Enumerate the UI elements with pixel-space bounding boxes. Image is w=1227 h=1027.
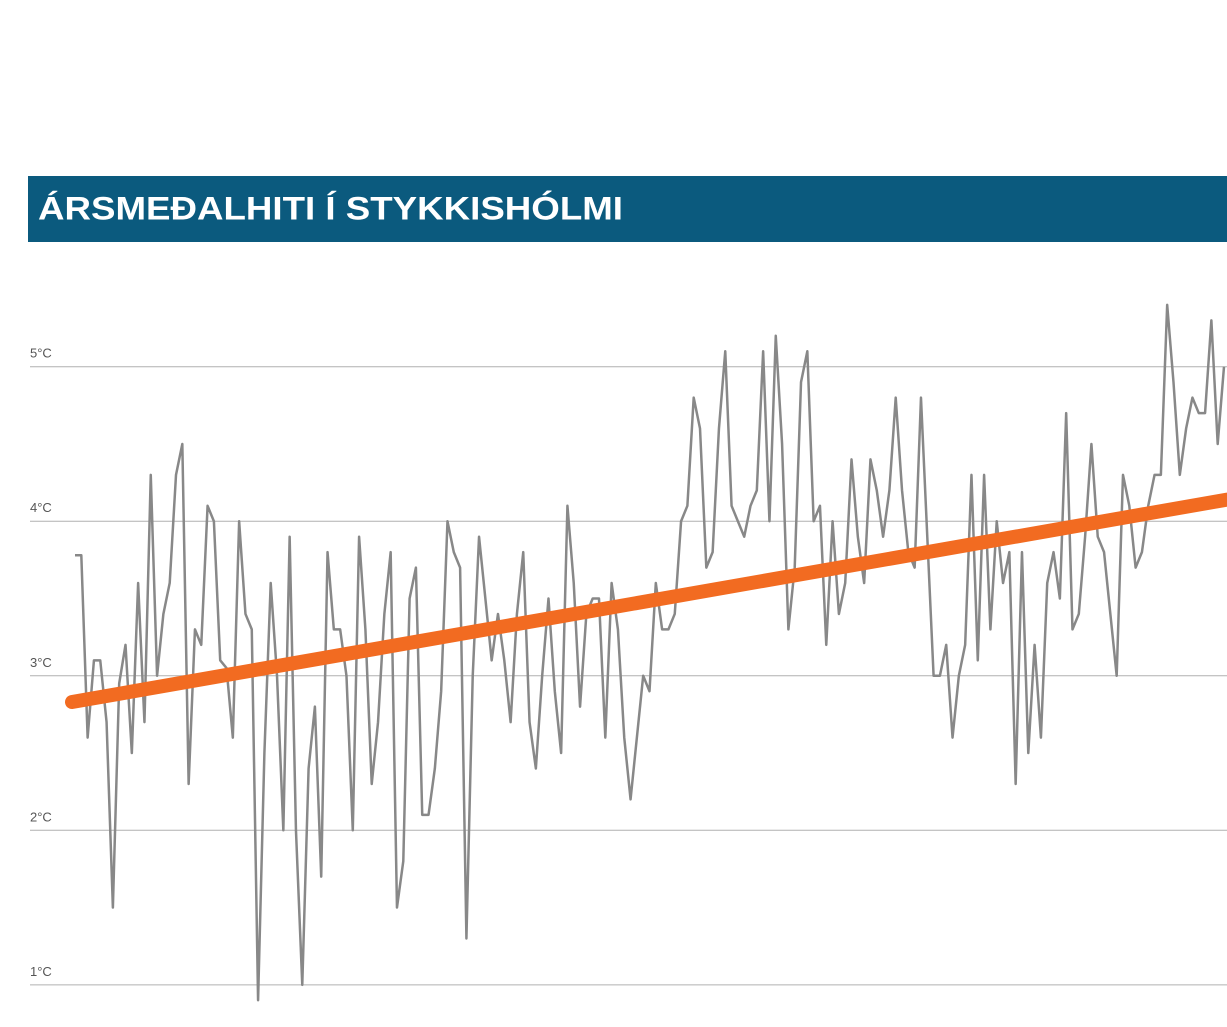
title-bar — [28, 176, 1227, 242]
y-tick-label: 3°C — [30, 655, 52, 670]
y-tick-label: 1°C — [30, 964, 52, 979]
y-tick-label: 5°C — [30, 346, 52, 361]
y-tick-label: 4°C — [30, 500, 52, 515]
chart-title: ÁRSMEÐALHITI Í STYKKISHÓLMI — [38, 190, 623, 226]
y-tick-label: 2°C — [30, 809, 52, 824]
data-line — [75, 303, 1226, 1002]
trend-line — [65, 492, 1227, 710]
